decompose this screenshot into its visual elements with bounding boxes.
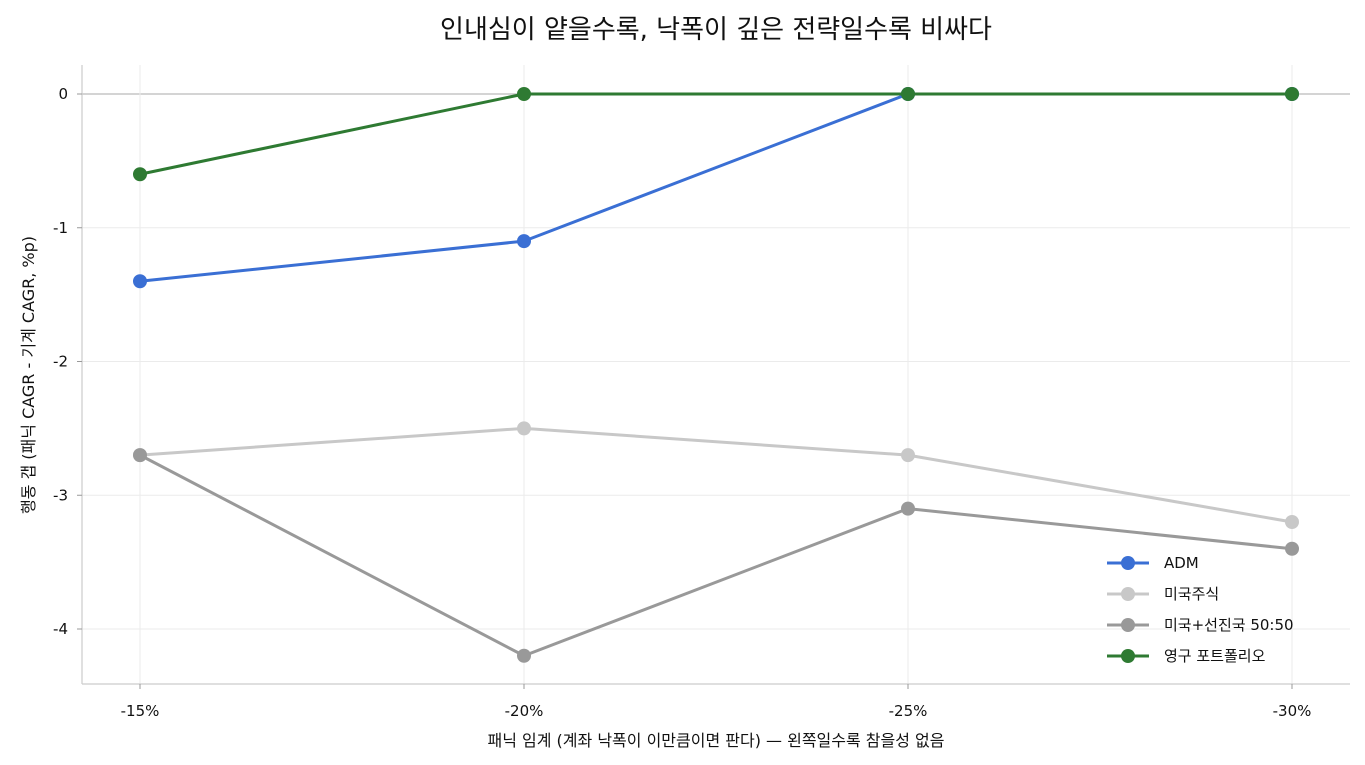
x-tick-label: -25%: [889, 702, 928, 720]
data-point: [901, 501, 915, 516]
legend-marker: [1121, 618, 1135, 632]
legend-label: ADM: [1164, 554, 1199, 572]
data-point: [517, 234, 531, 249]
axes: [81, 65, 1350, 685]
y-axis-label: 행동 갭 (패닉 CAGR - 기계 CAGR, %p): [19, 236, 38, 514]
series-line: [139, 426, 1293, 524]
series-line: [139, 453, 1293, 658]
legend-label: 미국주식: [1164, 585, 1219, 603]
legend-item: ADM: [1107, 554, 1199, 572]
legend-label: 미국+선진국 50:50: [1164, 616, 1294, 634]
legend-item: 미국주식: [1107, 585, 1219, 603]
series-2: [133, 448, 1299, 663]
data-point: [133, 167, 147, 182]
data-point: [517, 421, 531, 436]
y-tick-label: -1: [53, 219, 68, 237]
x-tick-label: -15%: [121, 702, 160, 720]
legend-label: 영구 포트폴리오: [1164, 647, 1266, 665]
legend-item: 영구 포트폴리오: [1107, 647, 1266, 665]
y-tick-label: -3: [53, 486, 68, 504]
legend-marker: [1121, 587, 1135, 601]
data-point: [517, 87, 531, 101]
chart-title: 인내심이 얕을수록, 낙폭이 깊은 전략일수록 비싸다: [440, 15, 992, 45]
x-tick-label: -30%: [1273, 702, 1312, 720]
data-point: [1285, 87, 1299, 101]
data-point: [517, 648, 531, 663]
x-tick-labels: -15% -20% -25% -30%: [121, 684, 1312, 720]
data-point: [1285, 515, 1299, 529]
data-point: [901, 87, 915, 101]
y-tick-label: 0: [58, 85, 68, 103]
y-tick-label: -4: [53, 620, 68, 638]
legend-item: 미국+선진국 50:50: [1107, 616, 1294, 634]
legend-marker: [1121, 649, 1135, 663]
series-1: [133, 421, 1299, 529]
series-3: [133, 87, 1299, 182]
x-axis-label: 패닉 임계 (계좌 낙폭이 이만큼이면 판다) — 왼쪽일수록 참을성 없음: [488, 731, 945, 750]
y-tick-labels: 0 -1 -2 -3 -4: [53, 85, 82, 638]
y-tick-label: -2: [53, 353, 68, 371]
x-tick-label: -20%: [505, 702, 544, 720]
data-point: [1285, 541, 1299, 556]
series-0: [133, 87, 1299, 289]
data-point: [133, 448, 147, 463]
data-point: [133, 274, 147, 289]
legend-marker: [1121, 556, 1135, 570]
series-line: [139, 92, 1292, 283]
series: [133, 87, 1299, 663]
data-point: [901, 448, 915, 463]
series-line: [139, 92, 1292, 176]
grid: [82, 65, 1350, 684]
